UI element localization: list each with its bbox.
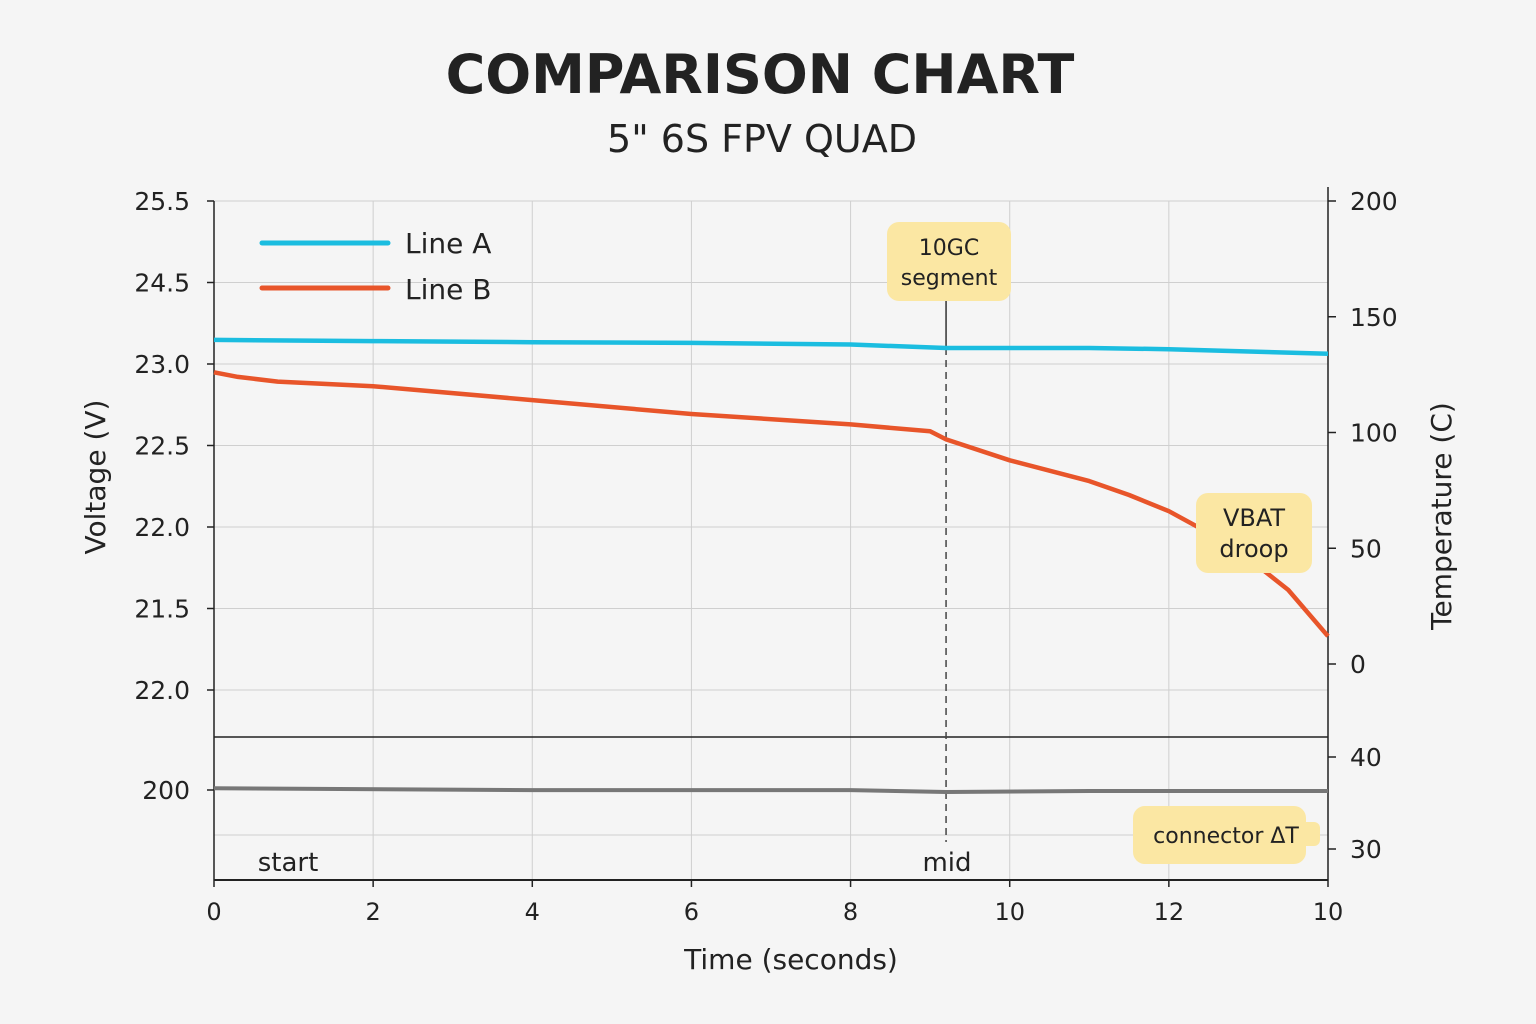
series-line-a (213, 337, 1329, 357)
chart-subtitle: 5" 6S FPV QUAD (607, 117, 917, 161)
droop-annotation-line2: droop (1219, 535, 1288, 563)
x-axis-label: Time (seconds) (683, 943, 898, 976)
series-line-b (213, 370, 1330, 638)
lower-series-line (213, 786, 1328, 794)
x-tick-label: 10 (994, 898, 1025, 926)
legend-label-line-b: Line B (405, 273, 491, 306)
grid (213, 200, 1329, 880)
connector-annotation: connector ΔT (1153, 824, 1299, 849)
start-label: start (258, 848, 319, 878)
y-right-tick-label: 150 (1350, 303, 1398, 332)
legend-label-line-a: Line A (405, 227, 491, 260)
mid-label: mid (922, 848, 971, 878)
x-tick-label: 4 (525, 898, 540, 926)
y-right-tick-label: 100 (1350, 419, 1398, 448)
series-lines (213, 337, 1330, 794)
y-left-tick-label: 24.5 (134, 269, 190, 298)
segment-annotation-box (887, 222, 1011, 301)
connector-annotation-tab (1300, 822, 1320, 846)
y-axis-right-label: Temperature (C) (1425, 402, 1458, 631)
y-right-tick-label: 0 (1350, 650, 1366, 679)
lower-y-right-tick-label: 30 (1350, 835, 1382, 864)
x-tick-label: 2 (366, 898, 381, 926)
x-tick-label: 12 (1154, 898, 1185, 926)
y-right-tick-label: 200 (1350, 187, 1398, 216)
axes: 0 2 4 6 8 10 12 10 25.5 24.5 23.0 22.5 22.0 21.5 22.0 2… (134, 187, 1398, 926)
lower-y-left-tick-label: 200 (142, 776, 190, 805)
x-tick-label: 0 (206, 898, 221, 926)
legend: Line A Line B (259, 227, 491, 306)
annotations: 10GC segment VBAT droop connector ΔT sta… (258, 222, 1320, 878)
y-left-tick-label: 25.5 (134, 187, 190, 216)
y-left-tick-label: 22.0 (134, 676, 190, 705)
y-left-tick-label: 21.5 (134, 595, 190, 624)
droop-annotation-line1: VBAT (1223, 504, 1285, 532)
connector-annotation-box (1133, 806, 1306, 864)
y-left-tick-label: 22.5 (134, 432, 190, 461)
segment-annotation-line1: 10GC (919, 236, 979, 261)
x-tick-label: 8 (843, 898, 858, 926)
x-tick-label: 6 (684, 898, 699, 926)
segment-annotation-line2: segment (901, 266, 998, 291)
y-left-tick-label: 23.0 (134, 350, 190, 379)
y-right-tick-label: 50 (1350, 534, 1382, 563)
y-axis-left-label: Voltage (V) (79, 400, 112, 555)
droop-annotation-box (1196, 493, 1312, 573)
chart-title: COMPARISON CHART (446, 43, 1075, 106)
lower-y-right-tick-label: 40 (1350, 743, 1382, 772)
y-left-tick-label: 22.0 (134, 513, 190, 542)
x-tick-label: 10 (1313, 898, 1344, 926)
